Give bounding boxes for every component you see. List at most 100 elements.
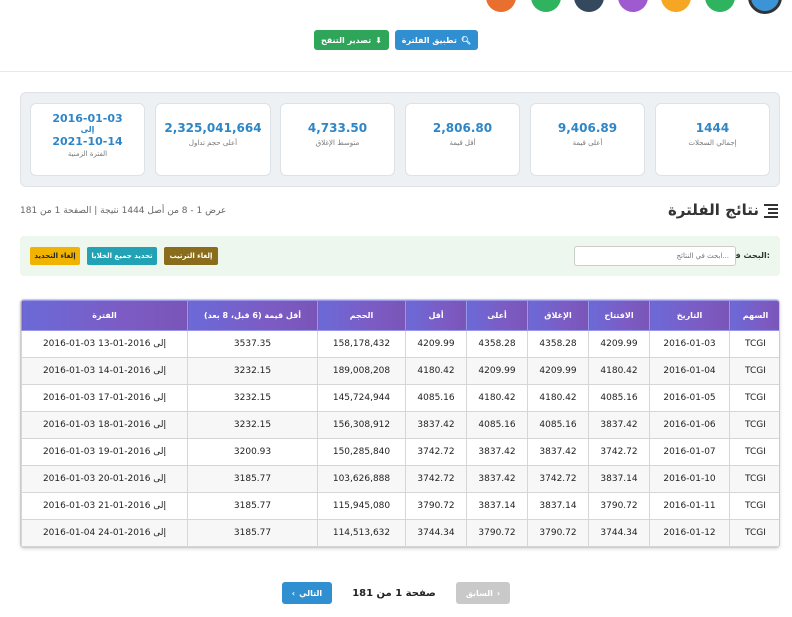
table-cell[interactable]: 4180.42 xyxy=(466,384,528,412)
table-cell[interactable]: 158,178,432 xyxy=(317,330,406,358)
table-cell[interactable]: 2016-01-10 xyxy=(649,465,730,493)
table-cell[interactable]: 156,308,912 xyxy=(317,411,406,439)
table-row[interactable]: TCGI 2016-01-07 3742.72 3837.42 3837.42 3742.… xyxy=(21,438,779,466)
table-cell[interactable]: TCGI xyxy=(729,465,779,493)
cancel-sort-button[interactable]: إلغاء الترتيب xyxy=(164,247,218,265)
table-cell[interactable]: TCGI xyxy=(729,492,779,520)
color-swatch[interactable] xyxy=(486,0,516,12)
table-cell[interactable]: 2016-01-05 xyxy=(649,384,730,412)
select-all-cells-button[interactable]: تحديد جميع الخلايا xyxy=(87,247,157,265)
table-cell[interactable]: 114,513,632 xyxy=(317,519,406,547)
table-cell[interactable]: TCGI xyxy=(729,438,779,466)
table-cell[interactable]: 2016-01-03 إلى 2016-01-21 xyxy=(21,492,188,520)
table-cell[interactable]: 4180.42 xyxy=(588,357,650,385)
table-cell[interactable]: 3837.42 xyxy=(405,411,467,439)
table-cell[interactable]: 4085.16 xyxy=(588,384,650,412)
table-cell[interactable]: 3837.42 xyxy=(588,411,650,439)
table-cell[interactable]: TCGI xyxy=(729,357,779,385)
table-cell[interactable]: 3837.14 xyxy=(466,492,528,520)
color-swatch[interactable] xyxy=(618,0,648,12)
table-cell[interactable]: 4180.42 xyxy=(527,384,589,412)
table-cell[interactable]: 115,945,080 xyxy=(317,492,406,520)
table-cell[interactable]: 4209.99 xyxy=(588,330,650,358)
table-cell[interactable]: TCGI xyxy=(729,519,779,547)
color-swatch[interactable] xyxy=(531,0,561,12)
table-cell[interactable]: 3742.72 xyxy=(588,438,650,466)
column-header[interactable]: التاريخ xyxy=(649,300,730,331)
column-header[interactable]: السهم xyxy=(729,300,779,331)
table-cell[interactable]: 150,285,840 xyxy=(317,438,406,466)
table-row[interactable]: TCGI 2016-01-03 4209.99 4358.28 4358.28 4209.… xyxy=(21,330,779,358)
table-cell[interactable]: 103,626,888 xyxy=(317,465,406,493)
table-row[interactable]: TCGI 2016-01-12 3744.34 3790.72 3790.72 3744.… xyxy=(21,519,779,547)
table-cell[interactable]: TCGI xyxy=(729,411,779,439)
color-swatch[interactable] xyxy=(705,0,735,12)
table-cell[interactable]: 3837.42 xyxy=(466,438,528,466)
table-cell[interactable]: 2016-01-03 إلى 2016-01-20 xyxy=(21,465,188,493)
table-cell[interactable]: 189,008,208 xyxy=(317,357,406,385)
table-cell[interactable]: 2016-01-11 xyxy=(649,492,730,520)
table-cell[interactable]: 3185.77 xyxy=(187,519,318,547)
table-row[interactable]: TCGI 2016-01-04 4180.42 4209.99 4209.99 4180.… xyxy=(21,357,779,385)
table-cell[interactable]: 3837.14 xyxy=(588,465,650,493)
table-cell[interactable]: 4209.99 xyxy=(527,357,589,385)
table-cell[interactable]: 3837.42 xyxy=(466,465,528,493)
column-header[interactable]: أقل xyxy=(405,300,467,331)
table-cell[interactable]: 4358.28 xyxy=(527,330,589,358)
table-cell[interactable]: 4209.99 xyxy=(466,357,528,385)
cancel-selection-button[interactable]: إلغاء التحديد xyxy=(30,247,80,265)
table-cell[interactable]: 3185.77 xyxy=(187,492,318,520)
table-search-input[interactable] xyxy=(574,246,736,266)
table-cell[interactable]: 2016-01-03 إلى 2016-01-14 xyxy=(21,357,188,385)
prev-page-button[interactable]: السابق › xyxy=(455,582,511,604)
table-cell[interactable]: 3790.72 xyxy=(466,519,528,547)
table-row[interactable]: TCGI 2016-01-10 3837.14 3742.72 3837.42 3742.… xyxy=(21,465,779,493)
table-cell[interactable]: 3185.77 xyxy=(187,465,318,493)
table-cell[interactable]: 2016-01-04 إلى 2016-01-24 xyxy=(21,519,188,547)
color-swatch[interactable] xyxy=(574,0,604,12)
table-cell[interactable]: 2016-01-06 xyxy=(649,411,730,439)
table-cell[interactable]: 3790.72 xyxy=(405,492,467,520)
table-cell[interactable]: 2016-01-03 إلى 2016-01-13 xyxy=(21,330,188,358)
table-cell[interactable]: 3744.34 xyxy=(588,519,650,547)
apply-filter-button[interactable]: تطبيق الفلترة 🔍︎ xyxy=(394,30,478,50)
column-header[interactable]: الافتتاح xyxy=(588,300,650,331)
table-cell[interactable]: 4085.16 xyxy=(405,384,467,412)
table-cell[interactable]: 4358.28 xyxy=(466,330,528,358)
table-cell[interactable]: 2016-01-03 إلى 2016-01-18 xyxy=(21,411,188,439)
table-cell[interactable]: 2016-01-12 xyxy=(649,519,730,547)
table-cell[interactable]: 3232.15 xyxy=(187,411,318,439)
table-cell[interactable]: 3232.15 xyxy=(187,384,318,412)
table-cell[interactable]: 4085.16 xyxy=(527,411,589,439)
table-cell[interactable]: 2016-01-03 إلى 2016-01-17 xyxy=(21,384,188,412)
color-swatch[interactable] xyxy=(661,0,691,12)
table-cell[interactable]: 2016-01-07 xyxy=(649,438,730,466)
column-header[interactable]: الإغلاق xyxy=(527,300,589,331)
table-cell[interactable]: 2016-01-03 إلى 2016-01-19 xyxy=(21,438,188,466)
export-button[interactable]: تصدير التنقح ⬇ xyxy=(314,30,389,50)
column-header[interactable]: الحجم xyxy=(317,300,406,331)
table-cell[interactable]: 3742.72 xyxy=(405,438,467,466)
table-cell[interactable]: 4180.42 xyxy=(405,357,467,385)
column-header[interactable]: أقل قيمة (6 قبل، 8 بعد) xyxy=(187,300,318,331)
table-cell[interactable]: 4209.99 xyxy=(405,330,467,358)
table-row[interactable]: TCGI 2016-01-11 3790.72 3837.14 3837.14 3790.… xyxy=(21,492,779,520)
table-cell[interactable]: 2016-01-04 xyxy=(649,357,730,385)
table-cell[interactable]: 3744.34 xyxy=(405,519,467,547)
table-cell[interactable]: 3837.42 xyxy=(527,438,589,466)
table-cell[interactable]: 3537.35 xyxy=(187,330,318,358)
table-cell[interactable]: 3837.14 xyxy=(527,492,589,520)
table-cell[interactable]: TCGI xyxy=(729,384,779,412)
table-cell[interactable]: 2016-01-03 xyxy=(649,330,730,358)
table-row[interactable]: TCGI 2016-01-05 4085.16 4180.42 4180.42 4085.… xyxy=(21,384,779,412)
table-row[interactable]: TCGI 2016-01-06 3837.42 4085.16 4085.16 3837.… xyxy=(21,411,779,439)
table-cell[interactable]: 3742.72 xyxy=(527,465,589,493)
table-cell[interactable]: 3790.72 xyxy=(527,519,589,547)
table-cell[interactable]: 3742.72 xyxy=(405,465,467,493)
column-header[interactable]: أعلى xyxy=(466,300,528,331)
table-cell[interactable]: 3232.15 xyxy=(187,357,318,385)
table-cell[interactable]: 4085.16 xyxy=(466,411,528,439)
color-swatch[interactable] xyxy=(748,0,782,14)
column-header[interactable]: الفترة xyxy=(21,300,188,331)
table-cell[interactable]: TCGI xyxy=(729,330,779,358)
